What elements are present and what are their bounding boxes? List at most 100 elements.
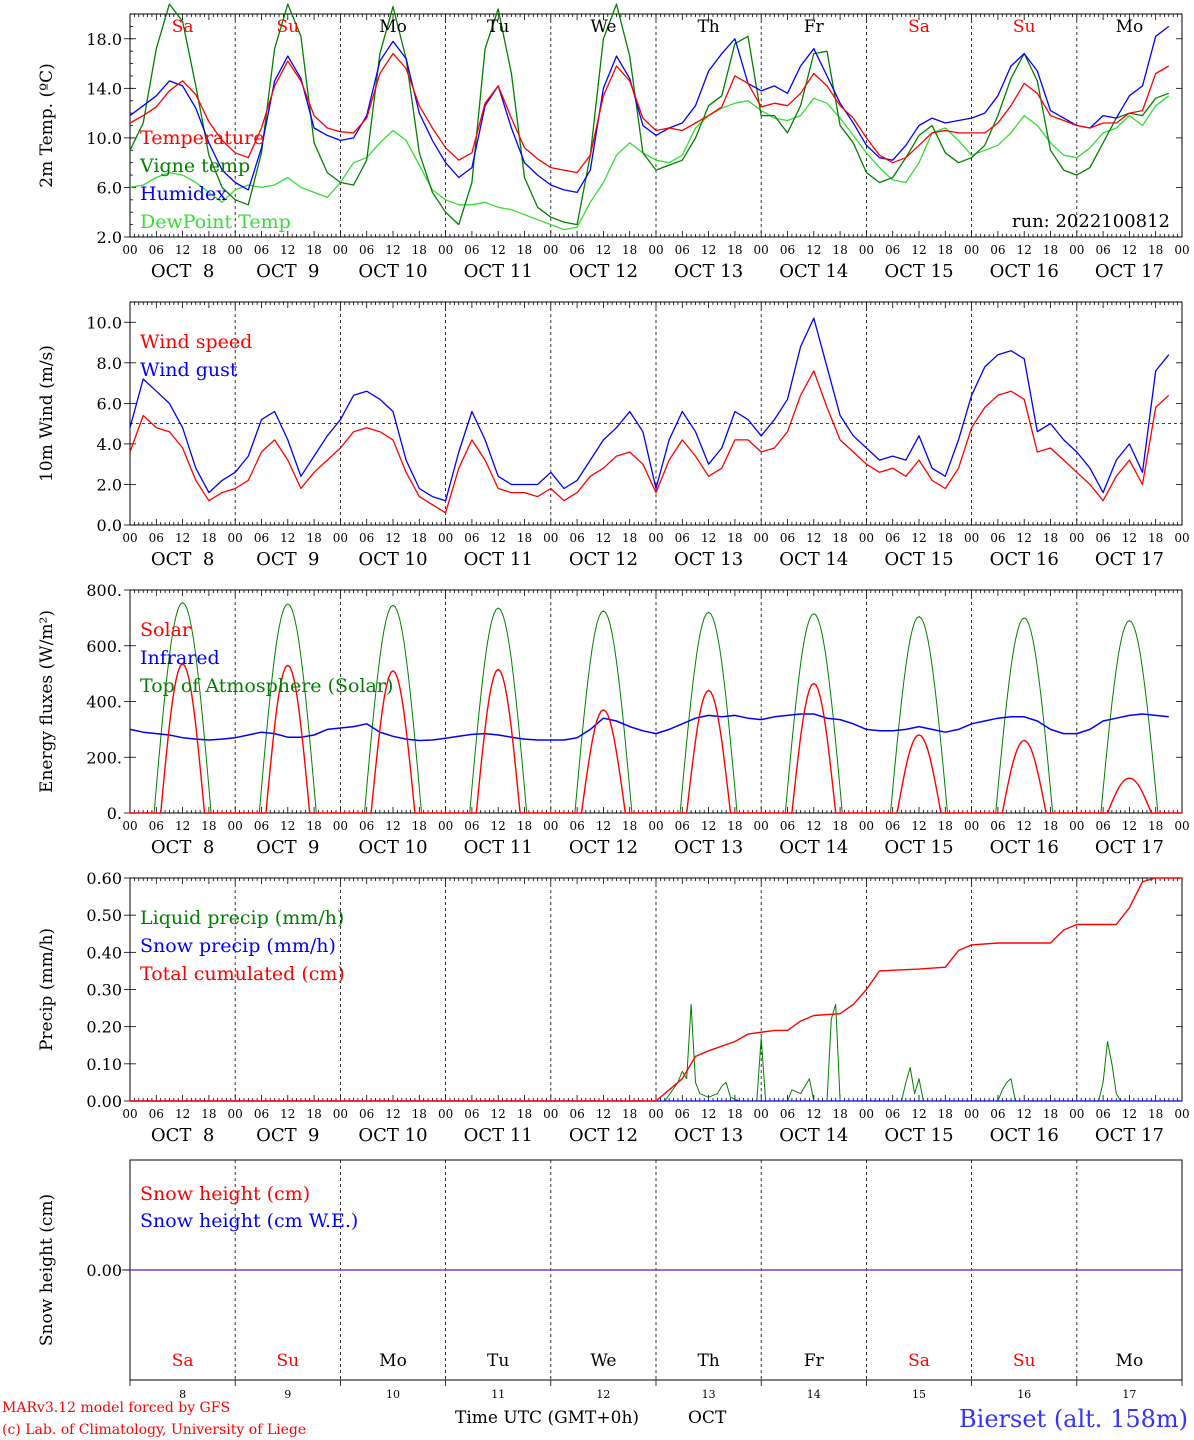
legend-entry: Wind speed (140, 331, 252, 353)
date-label: OCT 8 (151, 837, 214, 858)
day-number-label: 8 (179, 1388, 186, 1401)
date-label: OCT 8 (151, 261, 214, 282)
hour-tick-label: 18 (306, 819, 321, 833)
footer-model-line: MARv3.12 model forced by GFS (2, 1400, 230, 1416)
series-line-dewpoint-temp (129, 95, 1170, 231)
date-label: OCT 13 (674, 261, 743, 282)
hour-tick-label: 06 (464, 1107, 479, 1121)
hour-tick-label: 06 (464, 531, 479, 545)
date-label: OCT 9 (256, 1125, 319, 1146)
y-tick-label: 2.0 (97, 475, 122, 494)
hour-tick-label: 12 (701, 531, 716, 545)
legend-entry: Temperature (140, 127, 264, 149)
hour-tick-label: 12 (806, 1107, 821, 1121)
date-label: OCT 16 (990, 1125, 1059, 1146)
legend-entry: Wind gust (140, 359, 238, 381)
hour-tick-label: 00 (543, 819, 558, 833)
date-label: OCT 9 (256, 837, 319, 858)
hour-tick-label: 06 (569, 243, 584, 257)
hour-tick-label: 18 (517, 531, 532, 545)
hour-tick-label: 00 (754, 1107, 769, 1121)
weekday-label: Th (697, 17, 719, 37)
hour-tick-label: 00 (228, 531, 243, 545)
hour-tick-label: 00 (964, 531, 979, 545)
hour-tick-label: 06 (990, 1107, 1005, 1121)
hour-tick-label: 06 (359, 531, 374, 545)
y-tick-label: 8.0 (97, 354, 122, 373)
hour-tick-label: 06 (254, 1107, 269, 1121)
weekday-label: Mo (379, 17, 407, 37)
hour-tick-label: 12 (1122, 243, 1137, 257)
hour-tick-label: 12 (175, 1107, 190, 1121)
hour-tick-label: 06 (149, 819, 164, 833)
day-number-label: 9 (284, 1388, 291, 1401)
y-tick-label: 0.40 (86, 943, 122, 962)
day-number-label: 15 (912, 1388, 926, 1401)
date-label: OCT 10 (358, 261, 427, 282)
hour-tick-label: 00 (333, 531, 348, 545)
panel-wind: 00 06 12 18 00 06 12 18 00 06 12 18 00 06 12 18 00 06 12 18… (37, 301, 1190, 570)
legend-entry: Solar (140, 619, 192, 641)
hour-tick-label: 00 (648, 243, 663, 257)
date-label: OCT 14 (779, 837, 848, 858)
legend-entry: Snow height (cm) (140, 1183, 310, 1205)
hour-tick-label: 00 (438, 531, 453, 545)
hour-tick-label: 12 (1017, 819, 1032, 833)
hour-tick-label: 00 (228, 1107, 243, 1121)
legend-entry: Vigne temp (139, 155, 250, 177)
hour-tick-label: 12 (596, 243, 611, 257)
hour-tick-label: 00 (1069, 1107, 1084, 1121)
hour-tick-label: 06 (780, 819, 795, 833)
hour-tick-label: 12 (491, 531, 506, 545)
hour-tick-label: 18 (1043, 819, 1058, 833)
hour-tick-label: 18 (1043, 1107, 1058, 1121)
hour-tick-label: 18 (306, 243, 321, 257)
y-tick-label: 0. (107, 804, 122, 823)
hour-tick-label: 06 (990, 531, 1005, 545)
hour-tick-label: 18 (832, 1107, 847, 1121)
date-label: OCT 15 (884, 1125, 953, 1146)
legend-entry: Top of Atmosphere (Solar) (140, 675, 393, 697)
hour-tick-label: 12 (280, 819, 295, 833)
date-label: OCT 13 (674, 549, 743, 570)
hour-tick-label: 00 (543, 1107, 558, 1121)
hour-tick-label: 06 (149, 531, 164, 545)
hour-tick-label: 18 (832, 243, 847, 257)
weekday-label: Su (276, 17, 299, 37)
x-axis-month: OCT (688, 1408, 727, 1428)
hour-tick-label: 00 (648, 1107, 663, 1121)
hour-tick-label: 00 (648, 819, 663, 833)
hour-tick-label: 00 (228, 243, 243, 257)
y-tick-label: 6.0 (97, 178, 122, 197)
legend-entry: Humidex (140, 183, 227, 205)
hour-tick-label: 06 (254, 531, 269, 545)
date-label: OCT 13 (674, 837, 743, 858)
legend-entry: Snow height (cm W.E.) (140, 1210, 358, 1232)
date-label: OCT 16 (990, 261, 1059, 282)
date-label: OCT 10 (358, 1125, 427, 1146)
hour-tick-label: 00 (1174, 531, 1189, 545)
series-line-infrared (129, 713, 1169, 742)
hour-tick-label: 18 (201, 243, 216, 257)
hour-tick-label: 18 (622, 531, 637, 545)
hour-tick-label: 06 (569, 531, 584, 545)
hour-tick-label: 00 (438, 1107, 453, 1121)
date-label: OCT 11 (464, 261, 533, 282)
date-label: OCT 16 (990, 837, 1059, 858)
date-label: OCT 17 (1095, 261, 1164, 282)
y-axis-label: 10m Wind (m/s) (37, 345, 57, 482)
date-label: OCT 17 (1095, 1125, 1164, 1146)
hour-tick-label: 12 (385, 819, 400, 833)
hour-tick-label: 12 (1122, 819, 1137, 833)
hour-tick-label: 00 (122, 1107, 137, 1121)
hour-tick-label: 00 (964, 819, 979, 833)
legend-entry: Infrared (140, 647, 220, 669)
hour-tick-label: 06 (885, 1107, 900, 1121)
series-line-wind-speed (129, 370, 1170, 514)
date-label: OCT 11 (464, 1125, 533, 1146)
hour-tick-label: 18 (201, 1107, 216, 1121)
hour-tick-label: 00 (754, 531, 769, 545)
hour-tick-label: 06 (359, 1107, 374, 1121)
hour-tick-label: 18 (517, 243, 532, 257)
day-number-label: 13 (702, 1388, 716, 1401)
